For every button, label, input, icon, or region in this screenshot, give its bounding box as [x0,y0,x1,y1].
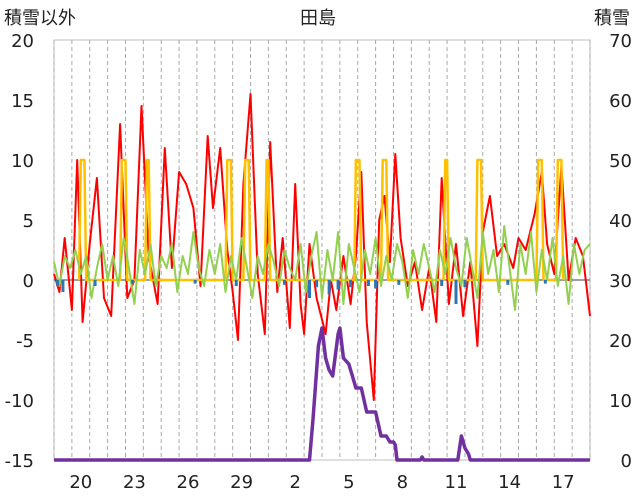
precipitation-bar [440,280,444,286]
x-tick-label: 29 [230,472,253,493]
right-y-tick-label: 60 [609,91,632,112]
chart-title: 田島 [300,8,336,29]
left-y-tick-label: 10 [11,151,34,172]
left-y-tick-label: -5 [16,331,34,352]
x-tick-label: 5 [343,472,354,493]
precipitation-bar [315,280,319,288]
sunshine-line [77,158,565,282]
right-y-tick-label: 50 [609,151,632,172]
precipitation-bar [327,280,331,295]
left-y-tick-label: -15 [5,451,34,472]
x-tick-label: 23 [123,472,146,493]
precipitation-bar [397,280,401,285]
precipitation-bar [454,280,458,304]
x-tick-label: 2 [289,472,300,493]
left-y-tick-label: 15 [11,91,34,112]
left-axis-label: 積雪以外 [4,8,76,29]
precipitation-bar [543,280,547,284]
right-y-tick-label: 20 [609,331,632,352]
x-tick-label: 11 [445,472,468,493]
precipitation-bar [93,280,97,286]
precipitation-bar [506,280,510,285]
wind-line [53,225,591,311]
left-y-tick-label: -10 [5,391,34,412]
precipitation-bar [131,280,135,284]
x-tick-label: 17 [552,472,575,493]
x-tick-label: 14 [498,472,521,493]
precipitation-bar [56,280,60,286]
left-y-tick-label: 0 [23,271,34,292]
precipitation-bar [366,280,370,286]
precipitation-bar [234,280,238,286]
x-tick-label: 20 [69,472,92,493]
x-tick-label: 26 [177,472,200,493]
right-y-tick-label: 30 [609,271,632,292]
left-y-tick-label: 20 [11,31,34,52]
series-layer [53,93,591,462]
precipitation-bar [463,280,467,288]
precipitation-bar [374,280,378,289]
right-y-tick-label: 0 [621,451,632,472]
right-y-tick-label: 70 [609,31,632,52]
axis-ticks: -15 -10 -5 0 5 10 15 20 0 10 20 30 40 50 60 70 20 23 26 29 2… [5,31,632,493]
precipitation-bar [336,280,340,290]
right-y-tick-label: 10 [609,391,632,412]
precipitation-bar [282,280,286,285]
right-axis-label: 積雪 [594,8,630,29]
temperature-line [53,93,591,401]
vertical-gridlines [53,40,591,460]
snow_depth-line [54,326,590,462]
precipitation-bar [307,280,311,298]
precipitation-bar [349,280,353,288]
left-y-tick-label: 5 [23,211,34,232]
x-tick-label: 8 [397,472,408,493]
precipitation-bar [61,280,65,292]
right-y-tick-label: 40 [609,211,632,232]
precipitation-bar [193,280,197,284]
